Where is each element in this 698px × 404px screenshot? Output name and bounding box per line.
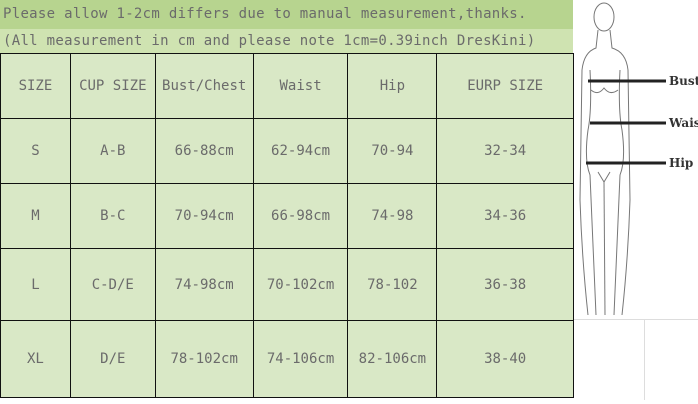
cell-eurp: 32-34: [436, 118, 574, 184]
header-hip: Hip: [347, 53, 438, 119]
cell-bust: 70-94cm: [154, 183, 254, 249]
measurement-note: Please allow 1-2cm differs due to manual…: [0, 0, 573, 29]
header-eurp-size: EURP SIZE: [436, 53, 574, 119]
cell-cup: A-B: [69, 118, 156, 184]
cell-waist: 62-94cm: [252, 118, 349, 184]
bust-label: Bust: [669, 74, 698, 88]
header-bust: Bust/Chest: [154, 53, 254, 119]
table-row: L C-D/E 74-98cm 70-102cm 78-102 36-38: [0, 248, 574, 321]
header-size: SIZE: [0, 53, 71, 119]
cell-hip: 82-106cm: [347, 320, 438, 398]
cell-size: S: [0, 118, 71, 184]
table-row: S A-B 66-88cm 62-94cm 70-94 32-34: [0, 118, 574, 184]
cell-hip: 78-102: [347, 248, 438, 321]
header-cup-size: CUP SIZE: [69, 53, 156, 119]
cell-hip: 74-98: [347, 183, 438, 249]
cell-eurp: 34-36: [436, 183, 574, 249]
cell-size: M: [0, 183, 71, 249]
waist-label: Waist: [668, 116, 698, 130]
cell-eurp: 36-38: [436, 248, 574, 321]
cell-waist: 66-98cm: [252, 183, 349, 249]
body-outline-illustration: Bust Waist Hip: [579, 2, 698, 316]
table-header-row: SIZE CUP SIZE Bust/Chest Waist Hip EURP …: [0, 53, 574, 119]
cell-eurp: 38-40: [436, 320, 574, 398]
cell-size: L: [0, 248, 71, 321]
cell-waist: 74-106cm: [252, 320, 349, 398]
cell-bust: 74-98cm: [154, 248, 254, 321]
cell-hip: 70-94: [347, 118, 438, 184]
cell-size: XL: [0, 320, 71, 398]
unit-note: (All measurement in cm and please note 1…: [0, 29, 573, 53]
cell-bust: 66-88cm: [154, 118, 254, 184]
cell-waist: 70-102cm: [252, 248, 349, 321]
table-row: M B-C 70-94cm 66-98cm 74-98 34-36: [0, 183, 574, 249]
size-chart-table: SIZE CUP SIZE Bust/Chest Waist Hip EURP …: [0, 53, 574, 398]
cell-bust: 78-102cm: [154, 320, 254, 398]
hip-label: Hip: [669, 156, 693, 170]
cell-cup: B-C: [69, 183, 156, 249]
header-waist: Waist: [252, 53, 349, 119]
cell-cup: D/E: [69, 320, 156, 398]
body-measurement-figure: Bust Waist Hip: [574, 0, 698, 400]
table-row: XL D/E 78-102cm 74-106cm 82-106cm 38-40: [0, 320, 574, 398]
cell-cup: C-D/E: [69, 248, 156, 321]
